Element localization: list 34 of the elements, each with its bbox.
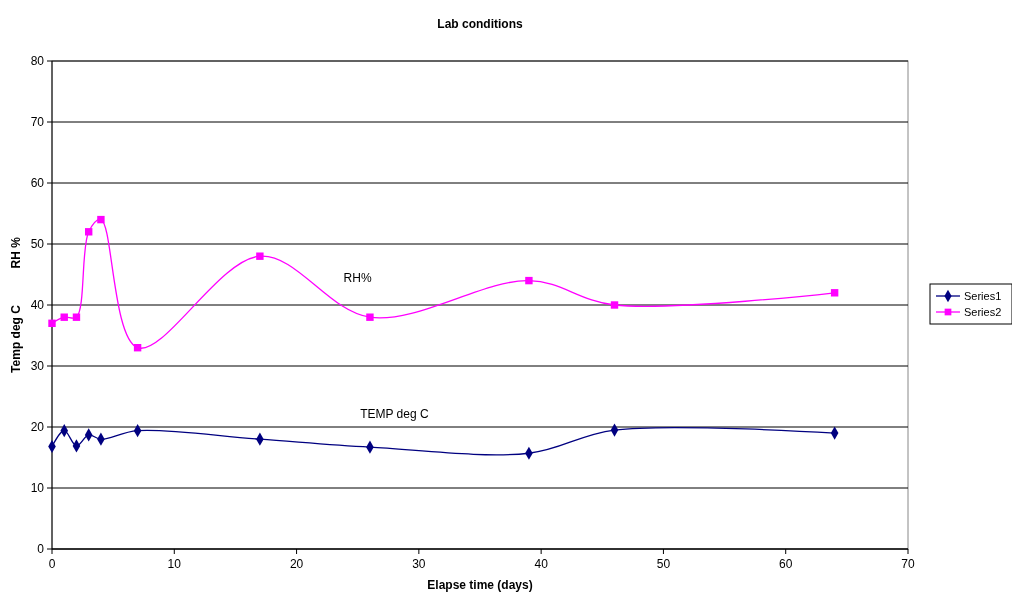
x-tick-label: 30 [412, 557, 426, 571]
y-tick-label: 20 [30, 420, 45, 435]
x-tick-label: 70 [901, 557, 915, 571]
point [97, 215, 105, 224]
legend-label: Series1 [964, 289, 1002, 302]
y-tick-label: 50 [30, 237, 45, 252]
x-tick-label: 0 [48, 557, 56, 571]
x-tick-label: 20 [289, 557, 304, 571]
point [366, 313, 374, 321]
point [256, 252, 264, 260]
x-tick-label: 10 [167, 557, 182, 571]
x-tick-label: 60 [779, 557, 793, 571]
point [60, 313, 68, 321]
y-tick-label: 70 [30, 115, 45, 130]
y-tick-label: 0 [37, 542, 45, 557]
annotation: RH% [343, 271, 372, 286]
y-tick-label: 60 [30, 176, 45, 191]
annotation: TEMP deg C [360, 406, 429, 421]
y-tick-label: 10 [30, 481, 45, 496]
y-tick-label: 80 [30, 54, 45, 69]
point [830, 289, 839, 297]
y-tick-label: 40 [30, 298, 45, 313]
legend-label: Series2 [964, 305, 1002, 318]
point [48, 319, 56, 328]
y-tick-label: 30 [30, 359, 45, 374]
x-tick-label: 50 [656, 557, 671, 571]
x-axis-title: Elapse time (days) [427, 578, 533, 592]
chart-title: Lab conditions [437, 17, 523, 31]
point [72, 313, 81, 321]
point [610, 301, 619, 309]
y-axis-title: Temp deg C RH % [9, 236, 23, 373]
point [525, 276, 533, 285]
point [84, 228, 93, 236]
x-tick-label: 40 [534, 557, 549, 571]
